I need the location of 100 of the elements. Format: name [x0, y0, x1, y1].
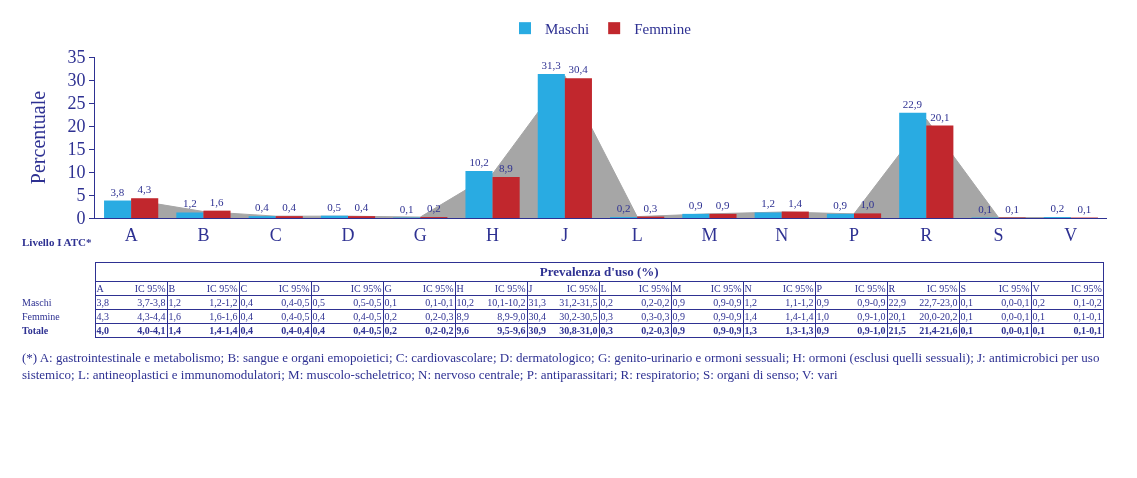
text: 0,3 — [599, 323, 623, 338]
text: IC 95% — [422, 283, 454, 294]
text: 20,0-20,2 — [911, 309, 959, 324]
text: 20,1 — [887, 309, 911, 324]
text: 0,0-0,1 — [983, 295, 1031, 310]
data-label: 1,2 — [761, 197, 776, 210]
text: Femmine — [22, 311, 60, 322]
text: 30,8-31,0 — [551, 323, 599, 338]
text: 0,1 — [383, 295, 407, 310]
text: 0,0-0,1 — [983, 323, 1031, 338]
text: 0,1-0,1 — [407, 295, 455, 310]
text: 0,3 — [599, 309, 623, 324]
data-label: 0,2 — [616, 202, 631, 215]
data-label: 0,1 — [1005, 202, 1019, 215]
text: IC 95% — [494, 283, 526, 294]
text: Prevalenza d'uso (%) — [95, 262, 1104, 282]
x-tick-label: V — [1064, 224, 1078, 245]
text: 0,2-0,3 — [623, 323, 671, 338]
text: 0,1 — [959, 323, 983, 338]
text: 0,1-0,1 — [1055, 323, 1104, 338]
text: 10,1-10,2 — [479, 295, 527, 310]
text: 0,1 — [959, 309, 983, 324]
text: 1,1-1,2 — [767, 295, 815, 310]
x-tick-label: R — [920, 224, 933, 245]
text: IC 95% — [710, 283, 742, 294]
category-label: D — [312, 283, 320, 294]
category-label: V — [1032, 283, 1040, 294]
data-label: 8,9 — [499, 162, 514, 175]
text: 30,4 — [527, 309, 551, 324]
x-tick-label: N — [775, 224, 789, 245]
text: 21,5 — [887, 323, 911, 338]
data-label: 0,9 — [833, 198, 848, 211]
text: 0,1-0,1 — [1055, 309, 1104, 324]
text: IC 95% — [278, 283, 310, 294]
text: 21,4-21,6 — [911, 323, 959, 338]
y-tick-label: 30 — [67, 70, 86, 91]
category-label: H — [456, 283, 464, 294]
text: 0,4-0,5 — [335, 309, 383, 324]
y-tick-label: 15 — [67, 139, 86, 160]
data-label: 0,2 — [1050, 202, 1065, 215]
text: 0,2 — [383, 323, 407, 338]
text: IC 95% — [206, 283, 238, 294]
data-label: 1,4 — [788, 196, 803, 209]
x-tick-label: P — [848, 224, 860, 245]
data-label: 0,2 — [426, 202, 441, 215]
text: 0,2-0,2 — [407, 323, 455, 338]
text: Totale — [21, 324, 50, 338]
text: 1,4 — [167, 323, 191, 338]
text: IC 95% — [350, 283, 382, 294]
data-label: 20,1 — [930, 110, 950, 123]
text: 0,9 — [815, 295, 839, 310]
legend-label: Maschi — [545, 21, 590, 38]
text: 4,0-4,1 — [119, 323, 167, 338]
text: 0,4-0,5 — [263, 309, 311, 324]
x-tick-label: S — [993, 224, 1004, 245]
category-label: P — [816, 283, 823, 294]
text: 0,1 — [959, 295, 983, 310]
text: 9,6 — [455, 323, 479, 338]
text: 0,4-0,5 — [335, 323, 383, 338]
text: 22,7-23,0 — [911, 295, 959, 310]
text: 0,4 — [311, 309, 335, 324]
x-tick-label: H — [486, 224, 500, 245]
text: 1,4 — [743, 309, 767, 324]
text: 0,4 — [311, 323, 335, 338]
text: 1,2-1,2 — [191, 295, 239, 310]
text: IC 95% — [854, 283, 886, 294]
text: 0,9-0,9 — [695, 295, 743, 310]
data-label: 0,1 — [399, 202, 414, 215]
text: 1,0 — [815, 309, 839, 324]
y-tick-label: 0 — [76, 208, 86, 229]
x-tick-label: A — [124, 224, 138, 245]
text: 0,9-0,9 — [695, 309, 743, 324]
text: 0,2 — [599, 295, 623, 310]
text: IC 95% — [1070, 283, 1102, 294]
y-tick-label: 5 — [76, 185, 86, 206]
legend-label: Femmine — [634, 21, 692, 38]
text: 0,0-0,1 — [983, 309, 1031, 324]
category-label: G — [384, 283, 392, 294]
text: 0,4 — [239, 295, 263, 310]
data-label: 0,3 — [643, 201, 658, 214]
text: 1,2 — [167, 295, 191, 310]
y-axis-title: Percentuale — [27, 90, 49, 185]
text: 0,1-0,2 — [1055, 295, 1104, 310]
text: 31,2-31,5 — [551, 295, 599, 310]
data-label: 0,4 — [354, 201, 369, 214]
text: 1,2 — [743, 295, 767, 310]
text: 3,8 — [95, 295, 119, 310]
y-tick-label: 20 — [67, 116, 86, 137]
text: 30,9 — [527, 323, 551, 338]
text: 0,5 — [311, 295, 335, 310]
category-label: B — [168, 283, 176, 294]
data-label: 3,8 — [110, 185, 125, 198]
text: IC 95% — [119, 281, 167, 296]
text: 1,4-1,4 — [767, 309, 815, 324]
text: 0,4-0,5 — [263, 295, 311, 310]
category-label: C — [240, 283, 248, 294]
data-label: 0,4 — [282, 201, 297, 214]
text: 31,3 — [527, 295, 551, 310]
text: 0,9 — [671, 309, 695, 324]
text: 0,9-1,0 — [839, 309, 887, 324]
